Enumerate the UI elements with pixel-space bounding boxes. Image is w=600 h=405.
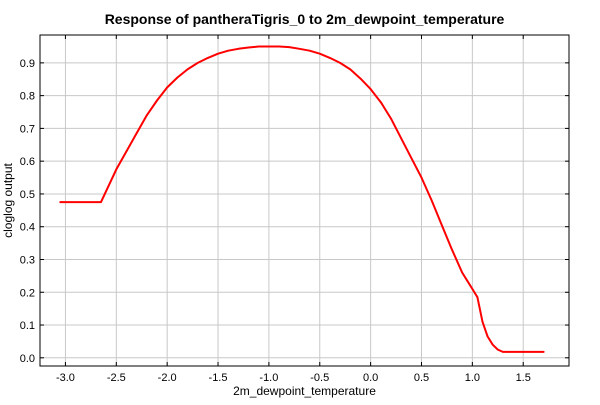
response-data-point	[441, 224, 443, 226]
series-layer	[59, 45, 545, 353]
response-data-point	[186, 68, 189, 71]
response-data-point	[461, 271, 463, 274]
response-data-point	[349, 68, 352, 71]
response-data-point	[125, 150, 128, 153]
x-tick-label: -2.0	[158, 372, 177, 384]
response-data-point	[298, 47, 301, 50]
response-data-point	[390, 117, 392, 120]
response-data-point	[227, 49, 230, 52]
response-data-point	[491, 343, 494, 346]
y-tick-label: 0.5	[20, 189, 35, 201]
x-tick-label: -3.0	[56, 372, 75, 384]
y-tick-label: 0.6	[20, 156, 35, 168]
x-tick-label: -1.5	[209, 372, 228, 384]
response-data-point	[146, 114, 148, 117]
plot-area-frame	[39, 34, 570, 367]
response-data-point	[100, 201, 102, 203]
response-data-point	[451, 248, 453, 251]
y-tick-label: 0.8	[20, 91, 35, 103]
response-data-point	[496, 348, 499, 351]
y-tick-label: 0.3	[20, 254, 35, 266]
response-data-point	[318, 52, 321, 55]
response-data-point	[237, 47, 240, 50]
response-data-point	[156, 99, 158, 102]
response-data-point	[522, 351, 525, 353]
response-data-point	[308, 49, 311, 52]
x-tick-label: 1.0	[465, 372, 480, 384]
response-data-point	[420, 176, 423, 179]
response-data-point	[471, 288, 474, 290]
axis-ticks: -3.0 -2.5 -2.0 -1.5 -1.0 -0.5 0.0 0.5 1.0 1.5 0.0 0…	[20, 35, 569, 384]
chart-title: Response of pantheraTigris_0 to 2m_dewpo…	[105, 11, 505, 27]
response-data-point	[288, 46, 291, 48]
response-data-point	[115, 168, 118, 171]
response-data-point	[369, 88, 372, 90]
y-tick-label: 0.1	[20, 320, 35, 332]
response-data-point	[359, 77, 362, 80]
x-tick-label: 1.5	[516, 372, 531, 384]
response-data-point	[278, 45, 280, 48]
y-tick-label: 0.9	[20, 58, 35, 70]
x-axis-label: 2m_dewpoint_temperature	[233, 384, 376, 398]
response-data-point	[268, 45, 270, 48]
response-data-point	[176, 76, 179, 79]
response-data-point	[247, 46, 250, 49]
response-data-point	[339, 62, 341, 64]
response-data-point	[486, 335, 489, 338]
grid-lines	[40, 35, 569, 366]
response-data-point	[59, 201, 62, 203]
x-tick-label: 0.0	[363, 372, 378, 384]
response-data-point	[410, 157, 413, 159]
x-tick-label: -2.5	[107, 372, 126, 384]
response-data-point	[217, 52, 219, 55]
response-data-point	[542, 351, 545, 353]
response-data-point	[135, 132, 138, 135]
y-tick-label: 0.0	[20, 353, 35, 365]
response-data-point	[430, 199, 433, 202]
x-tick-label: -1.0	[259, 372, 278, 384]
y-tick-label: 0.4	[20, 222, 35, 234]
response-data-point	[166, 86, 168, 89]
response-data-point	[532, 351, 535, 353]
x-tick-label: -0.5	[310, 372, 329, 384]
response-data-point	[476, 296, 479, 298]
response-data-point	[502, 351, 504, 353]
response-data-point	[207, 57, 209, 59]
response-data-point	[466, 279, 469, 282]
response-data-point	[329, 57, 331, 59]
y-tick-label: 0.7	[20, 123, 35, 135]
y-axis-label: cloglog output	[1, 162, 15, 237]
x-tick-label: 0.5	[414, 372, 429, 384]
response-data-point	[257, 45, 260, 48]
response-data-point	[481, 320, 484, 323]
response-data-point	[507, 351, 509, 353]
response-data-point	[379, 101, 382, 103]
response-data-point	[400, 137, 402, 140]
y-tick-label: 0.2	[20, 287, 35, 299]
response-data-point	[196, 62, 199, 64]
